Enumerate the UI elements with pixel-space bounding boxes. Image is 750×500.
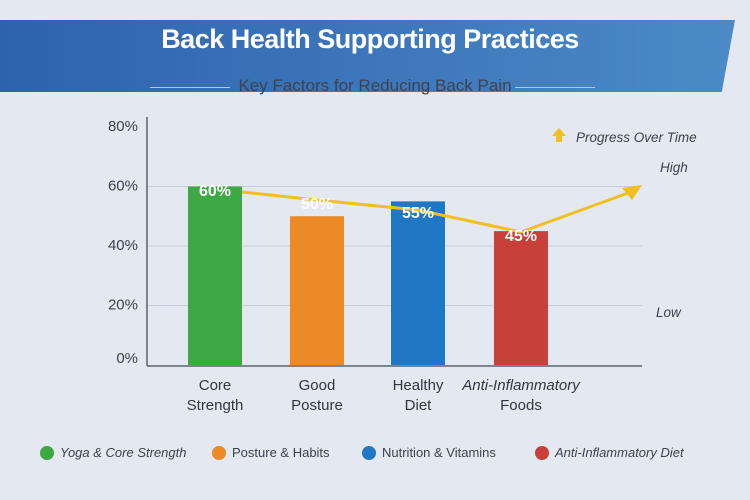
x-tick-label: Strength — [187, 397, 244, 414]
data-label: 45% — [505, 228, 537, 245]
title-banner — [0, 20, 735, 92]
y-tick-label: 0% — [116, 350, 138, 367]
legend-label: Nutrition & Vitamins — [382, 445, 496, 460]
legend-swatch — [535, 445, 549, 460]
subtitle-rule-left — [150, 87, 230, 88]
legend-item: Nutrition & Vitamins — [362, 445, 496, 460]
data-label: 55% — [402, 205, 434, 222]
chart-subtitle: Key Factors for Reducing Back Pain — [238, 76, 512, 95]
x-tick-label: Foods — [500, 397, 542, 414]
chart-title: Back Health Supporting Practices — [161, 24, 579, 54]
x-tick-label: Good — [299, 377, 336, 394]
legend-item: Anti-Inflammatory Diet — [535, 445, 684, 460]
arrow-up-icon — [552, 128, 566, 142]
legend-label: Yoga & Core Strength — [60, 445, 187, 460]
y-tick-label: 60% — [108, 178, 138, 195]
trend-high-label: High — [660, 160, 688, 175]
legend-label: Anti-Inflammatory Diet — [555, 445, 684, 460]
x-tick-label: Healthy — [393, 377, 444, 394]
trend-label: Progress Over Time — [576, 130, 697, 145]
legend-swatch — [362, 445, 376, 460]
data-label: 60% — [199, 183, 231, 200]
trend-low-label: Low — [656, 305, 682, 320]
bar — [290, 216, 344, 365]
x-tick-label: Anti-Inflammatory — [461, 377, 581, 394]
legend-item: Posture & Habits — [212, 445, 330, 460]
legend-label: Posture & Habits — [232, 445, 330, 460]
legend-swatch — [212, 445, 226, 460]
bar — [494, 231, 548, 365]
x-tick-label: Posture — [291, 397, 343, 414]
bar — [391, 201, 445, 365]
y-tick-label: 40% — [108, 237, 138, 254]
subtitle-rule-right — [515, 87, 595, 88]
y-tick-label: 80% — [108, 118, 138, 135]
legend-swatch — [40, 445, 54, 460]
trend-arrowhead-icon — [622, 185, 642, 200]
x-tick-label: Core — [199, 377, 232, 394]
x-tick-label: Diet — [405, 397, 433, 414]
legend-item: Yoga & Core Strength — [40, 445, 186, 460]
trend-line — [241, 190, 629, 234]
y-tick-label: 20% — [108, 297, 138, 314]
bar — [188, 186, 242, 365]
data-label: 50% — [301, 196, 333, 213]
